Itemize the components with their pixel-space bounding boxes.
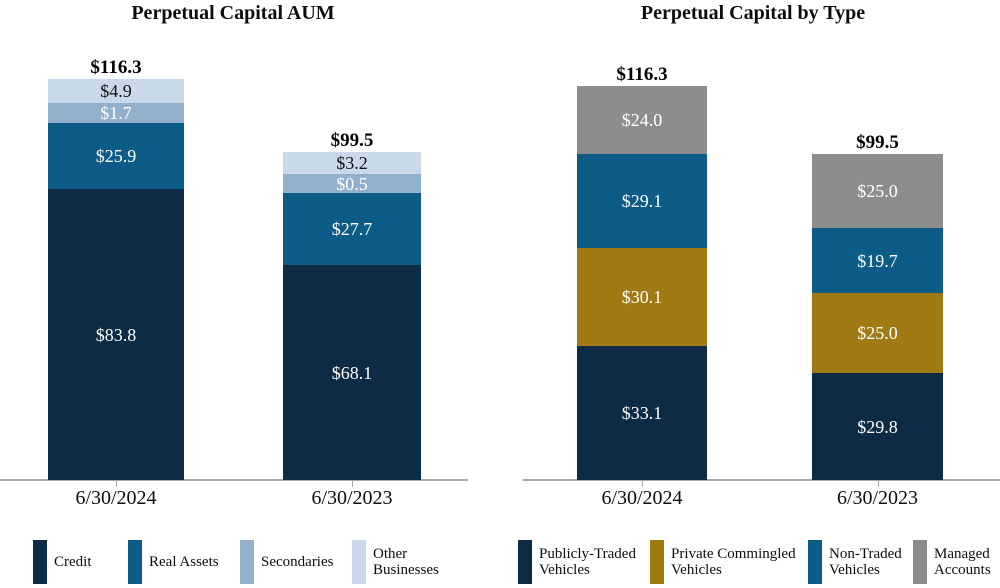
bar-segment: $25.0 — [812, 293, 943, 373]
legend-item: Credit — [33, 539, 92, 584]
bar-total-label: $116.3 — [616, 64, 668, 85]
bar-total-label: $116.3 — [90, 57, 142, 78]
legend-label: Publicly-Traded Vehicles — [539, 545, 636, 578]
bar-segment: $24.0 — [577, 86, 707, 154]
chart-title: Perpetual Capital by Type — [640, 2, 866, 24]
x-axis-tick — [116, 481, 117, 487]
legend-swatch — [352, 539, 366, 584]
x-axis-line — [523, 479, 1000, 481]
x-axis-label: 6/30/2024 — [75, 487, 157, 509]
legend-label: Real Assets — [149, 553, 219, 570]
bar-total-label: $99.5 — [856, 132, 899, 153]
bar-segment: $25.9 — [48, 123, 184, 189]
bar-segment: $68.1 — [283, 265, 421, 480]
legend-label: Managed Accounts — [934, 545, 991, 578]
legend-swatch — [650, 539, 664, 584]
x-axis-label: 6/30/2023 — [836, 487, 919, 509]
x-axis-tick — [877, 481, 879, 487]
legend-label: Secondaries — [261, 553, 334, 570]
chart-title: Perpetual Capital AUM — [131, 2, 335, 24]
bar-segment: $25.0 — [812, 154, 943, 228]
x-axis-tick — [352, 481, 353, 487]
x-axis-label: 6/30/2024 — [601, 487, 683, 509]
legend-item: Other Businesses — [352, 539, 439, 584]
legend-label: Non-Traded Vehicles — [829, 545, 902, 578]
bar-segment: $3.2 — [283, 152, 421, 174]
legend-swatch — [808, 539, 822, 584]
legend-swatch — [240, 539, 254, 584]
legend-label: Other Businesses — [373, 545, 439, 578]
x-axis-line — [0, 479, 468, 481]
legend-item: Private Commingled Vehicles — [650, 539, 796, 584]
legend-item: Publicly-Traded Vehicles — [518, 539, 636, 584]
bar-segment: $83.8 — [48, 189, 184, 480]
legend-label: Credit — [54, 553, 92, 570]
legend-swatch — [913, 539, 927, 584]
x-axis-label: 6/30/2023 — [311, 487, 393, 509]
bar-segment: $29.8 — [812, 373, 943, 480]
bar-segment: $29.1 — [577, 154, 707, 248]
legend-swatch — [128, 539, 142, 584]
bar-segment: $33.1 — [577, 346, 707, 480]
legend-label: Private Commingled Vehicles — [671, 545, 796, 578]
bar-segment: $1.7 — [48, 103, 184, 123]
x-axis-tick — [642, 481, 643, 487]
bar-segment: $19.7 — [812, 228, 943, 293]
legend-item: Real Assets — [128, 539, 219, 584]
bar-total-label: $99.5 — [330, 130, 374, 151]
bar-segment: $30.1 — [577, 248, 707, 346]
bar-segment: $27.7 — [283, 193, 421, 265]
bar-segment: $0.5 — [283, 174, 421, 193]
bar-segment: $4.9 — [48, 79, 184, 103]
legend-swatch — [518, 539, 532, 584]
legend-item: Non-Traded Vehicles — [808, 539, 902, 584]
legend-item: Secondaries — [240, 539, 333, 584]
legend-swatch — [33, 539, 47, 584]
legend-item: Managed Accounts — [913, 539, 991, 584]
